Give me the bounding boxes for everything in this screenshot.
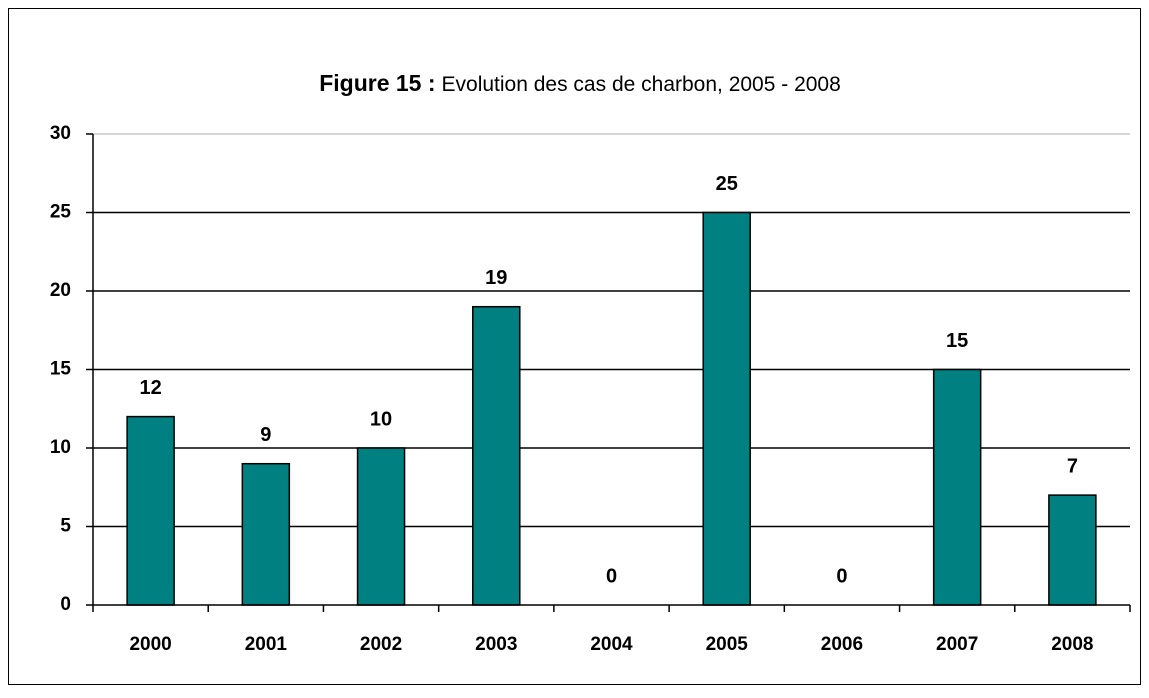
y-tick-label: 0	[60, 594, 71, 615]
bar	[1048, 494, 1097, 606]
value-label: 12	[139, 377, 161, 399]
x-tick-label: 2008	[1051, 634, 1093, 655]
x-tick-label: 2004	[590, 634, 633, 655]
x-tick-label: 2006	[821, 634, 863, 655]
y-tick-label: 20	[50, 280, 71, 301]
value-label: 9	[260, 424, 271, 446]
value-label: 0	[606, 565, 617, 587]
x-tick-label: 2005	[706, 634, 749, 655]
y-tick-label: 25	[50, 202, 72, 223]
title-text: Evolution des cas de charbon, 2005 - 200…	[442, 73, 841, 96]
x-tick-label: 2001	[245, 634, 288, 655]
bar	[356, 447, 406, 606]
bar	[702, 211, 751, 606]
y-tick-label: 15	[50, 359, 72, 380]
bar	[932, 368, 982, 606]
value-label: 19	[485, 267, 507, 289]
bar	[126, 415, 175, 606]
y-tick-label: 10	[50, 437, 71, 458]
bar	[241, 462, 291, 606]
value-label: 7	[1067, 455, 1078, 477]
x-tick-label: 2000	[129, 634, 171, 655]
value-label: 0	[836, 565, 847, 587]
chart-title: Figure 15 : Evolution des cas de charbon,…	[319, 70, 841, 96]
value-label: 10	[370, 408, 392, 430]
x-tick-label: 2002	[360, 634, 402, 655]
x-tick-label: 2003	[475, 634, 517, 655]
y-tick-label: 5	[60, 516, 71, 537]
bar	[472, 305, 521, 606]
title-label: Figure 15 :	[319, 70, 435, 96]
y-tick-label: 30	[50, 123, 71, 144]
value-label: 25	[716, 173, 738, 195]
x-tick-label: 2007	[936, 634, 978, 655]
value-label: 15	[946, 330, 968, 352]
